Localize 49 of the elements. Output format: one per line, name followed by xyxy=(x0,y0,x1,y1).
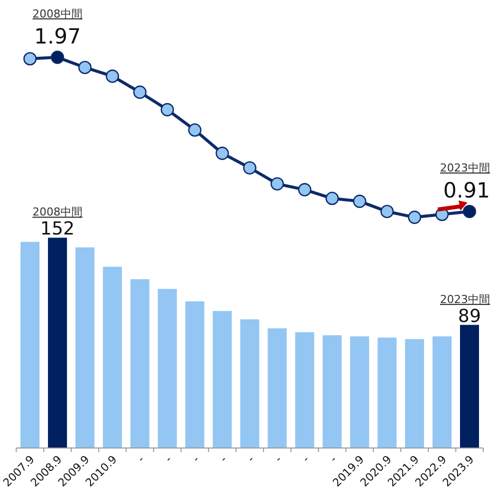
annotation: 2023中間 xyxy=(440,161,490,174)
bar xyxy=(185,301,204,448)
data-label: 0.91 xyxy=(443,178,490,202)
data-label: 89 xyxy=(458,306,481,327)
bar xyxy=(350,336,370,448)
bar xyxy=(268,328,287,448)
point xyxy=(298,183,312,196)
annotation: 2008中間 xyxy=(32,206,82,219)
bar xyxy=(240,319,260,448)
point xyxy=(380,204,394,218)
bar xyxy=(405,339,424,448)
bar xyxy=(130,279,150,448)
point xyxy=(188,123,202,137)
x-tick-label: - xyxy=(134,452,148,465)
point xyxy=(23,52,37,66)
point xyxy=(408,210,422,224)
x-tick-label: - xyxy=(244,452,257,465)
data-label: 152 xyxy=(40,218,75,240)
point xyxy=(326,192,339,206)
bar xyxy=(295,332,314,448)
annotation: 2023中間 xyxy=(440,292,490,306)
point xyxy=(462,204,476,218)
point xyxy=(50,50,64,64)
point xyxy=(270,177,284,190)
bar xyxy=(158,288,177,448)
point xyxy=(243,161,256,174)
point xyxy=(352,194,366,208)
point xyxy=(160,103,174,116)
x-tick-label: - xyxy=(272,452,284,465)
point xyxy=(106,70,120,83)
bar xyxy=(432,336,452,448)
point xyxy=(216,146,229,160)
x-tick-label: - xyxy=(162,452,174,465)
x-tick-label: - xyxy=(300,452,312,465)
bar xyxy=(20,242,40,448)
bar xyxy=(212,311,232,448)
x-tick-label: - xyxy=(327,452,340,465)
bar xyxy=(48,238,67,448)
bar xyxy=(75,247,94,448)
x-tick-label: - xyxy=(190,452,202,465)
data-label: 1.97 xyxy=(34,24,81,48)
point xyxy=(78,60,92,74)
bar xyxy=(378,338,397,448)
bar xyxy=(102,266,122,448)
x-tick-label: - xyxy=(217,452,230,465)
point xyxy=(133,86,147,99)
text: 2008中間 xyxy=(32,7,82,20)
bar xyxy=(460,324,479,448)
bar xyxy=(322,335,342,448)
